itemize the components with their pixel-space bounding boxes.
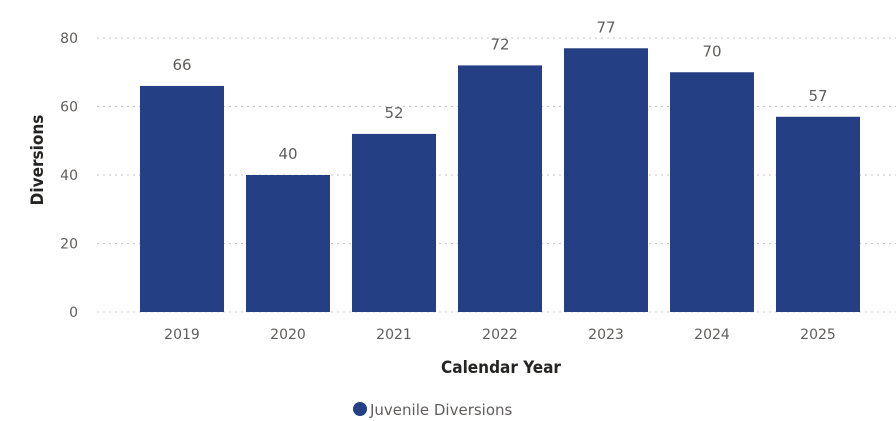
x-tick-label-2023: 2023 [588,327,624,343]
y-axis-ticks: 0 20 40 60 80 [60,31,78,321]
data-label-2019: 66 [172,56,191,74]
bar-2019[interactable] [140,85,224,312]
x-tick-label-2024: 2024 [694,327,730,343]
data-label-2024: 70 [702,42,721,60]
data-label-2021: 52 [384,104,403,122]
y-axis-title: Diversions [28,115,48,206]
x-tick-label-2019: 2019 [164,327,200,343]
bar-2022[interactable] [458,65,542,313]
x-tick-label-2020: 2020 [270,327,306,343]
x-tick-label-2022: 2022 [482,327,518,343]
y-tick-label: 40 [60,168,78,184]
x-tick-label-2021: 2021 [376,327,412,343]
bar-2025[interactable] [776,116,860,313]
bar-2023[interactable] [564,48,648,313]
x-tick-label-2025: 2025 [800,327,836,343]
y-tick-label: 0 [69,305,78,321]
x-axis-ticks: 2019 2020 2021 2022 2023 2024 2025 [164,327,836,343]
data-label-2023: 77 [596,18,615,36]
bar-2024[interactable] [670,72,754,312]
legend-marker-icon [353,402,367,416]
bar-2020[interactable] [246,175,330,312]
data-label-2025: 57 [808,87,827,105]
legend[interactable]: Juvenile Diversions [353,401,513,419]
data-labels: 66 40 52 72 77 70 57 [172,18,827,163]
legend-label: Juvenile Diversions [369,401,513,419]
y-tick-label: 20 [60,237,78,253]
bar-2021[interactable] [352,133,436,312]
gridlines [97,37,896,313]
bars [140,48,860,313]
data-label-2020: 40 [278,145,297,163]
y-tick-label: 80 [60,31,78,47]
data-label-2022: 72 [490,35,509,53]
x-axis-title: Calendar Year [441,358,561,378]
y-tick-label: 60 [60,100,78,116]
